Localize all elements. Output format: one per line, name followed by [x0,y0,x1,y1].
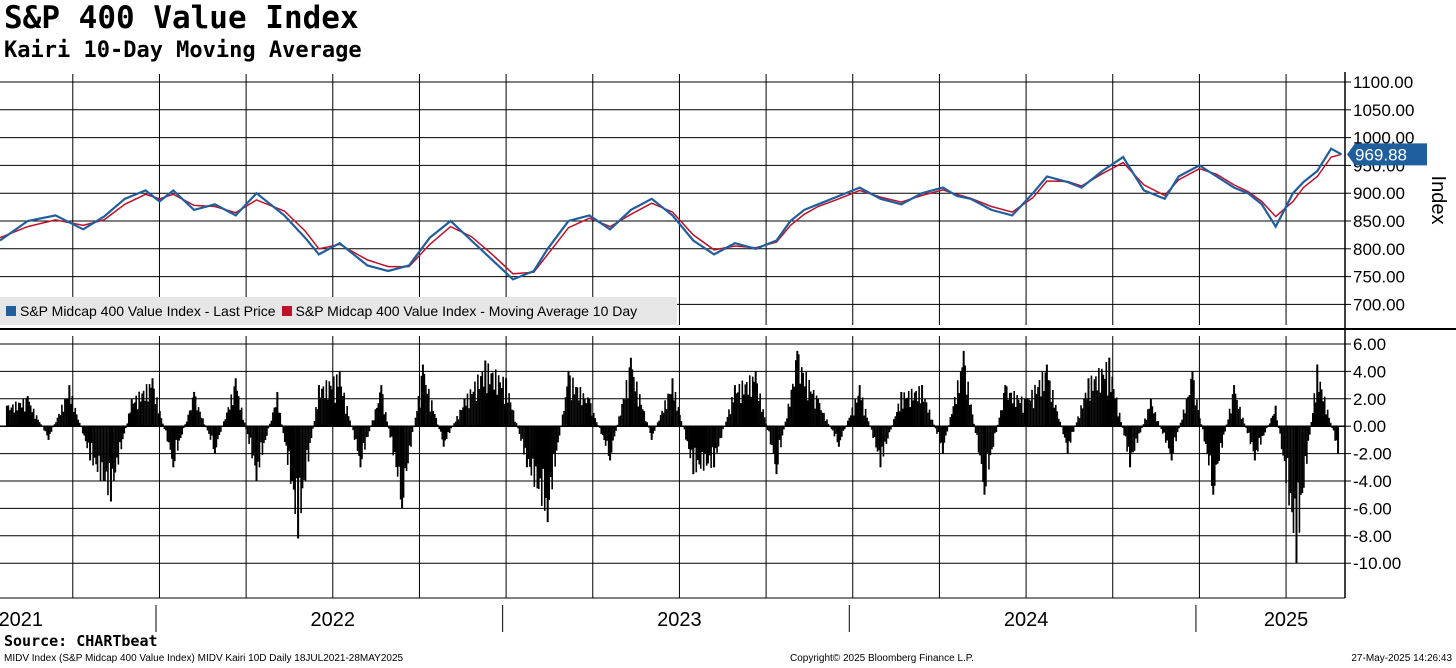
price-tick-label: 700.00 [1353,295,1405,314]
kairi-tick-label: 4.00 [1353,362,1386,381]
footer-timestamp: 27-May-2025 14:26:43 [1351,653,1452,664]
legend-label-price: S&P Midcap 400 Value Index - Last Price [20,303,276,319]
price-tick-label: 850.00 [1353,212,1405,231]
x-tick-label-year: 2023 [657,609,702,631]
x-tick-label-year: 2022 [311,609,356,631]
legend-label-ma: S&P Midcap 400 Value Index - Moving Aver… [295,303,638,319]
kairi-tick-label: -8.00 [1353,527,1392,546]
legend-swatch-ma [281,306,292,316]
kairi-tick-label: -10.00 [1353,554,1401,573]
last-value-label: 969.88 [1355,145,1407,164]
x-tick-label-year: 2024 [1004,609,1049,631]
legend-item-price: S&P Midcap 400 Value Index - Last Price [6,303,276,319]
legend: S&P Midcap 400 Value Index - Last Price … [0,297,677,325]
price-tick-label: 1000.00 [1353,129,1414,148]
kairi-tick-label: -4.00 [1353,472,1392,491]
footer-description: MIDV Index (S&P Midcap 400 Value Index) … [4,653,404,664]
footer-copyright: Copyright© 2025 Bloomberg Finance L.P. [790,653,974,664]
kairi-tick-label: -2.00 [1353,445,1392,464]
last-price-line [0,147,1343,281]
legend-item-ma: S&P Midcap 400 Value Index - Moving Aver… [281,303,638,319]
kairi-tick-label: 0.00 [1353,417,1386,436]
price-tick-label: 800.00 [1353,240,1405,259]
legend-swatch-price [6,306,16,316]
last-value-badge [1347,143,1427,166]
source-note: Source: CHARTbeat [4,632,158,650]
y-axis-label: Index [1427,176,1449,225]
kairi-tick-label: 2.00 [1353,390,1386,409]
price-tick-label: 1100.00 [1353,73,1413,92]
kairi-tick-label: -6.00 [1353,499,1392,518]
chart-title: S&P 400 Value Index [4,0,359,36]
x-tick-label-year: 2025 [1264,609,1309,631]
price-tick-label: 750.00 [1353,268,1405,287]
price-tick-label: 1050.00 [1353,101,1414,120]
kairi-tick-label: 6.00 [1353,335,1386,354]
price-tick-label: 900.00 [1353,184,1405,203]
chart-subtitle: Kairi 10-Day Moving Average [4,38,362,63]
x-tick-label-year: 2021 [0,609,43,631]
